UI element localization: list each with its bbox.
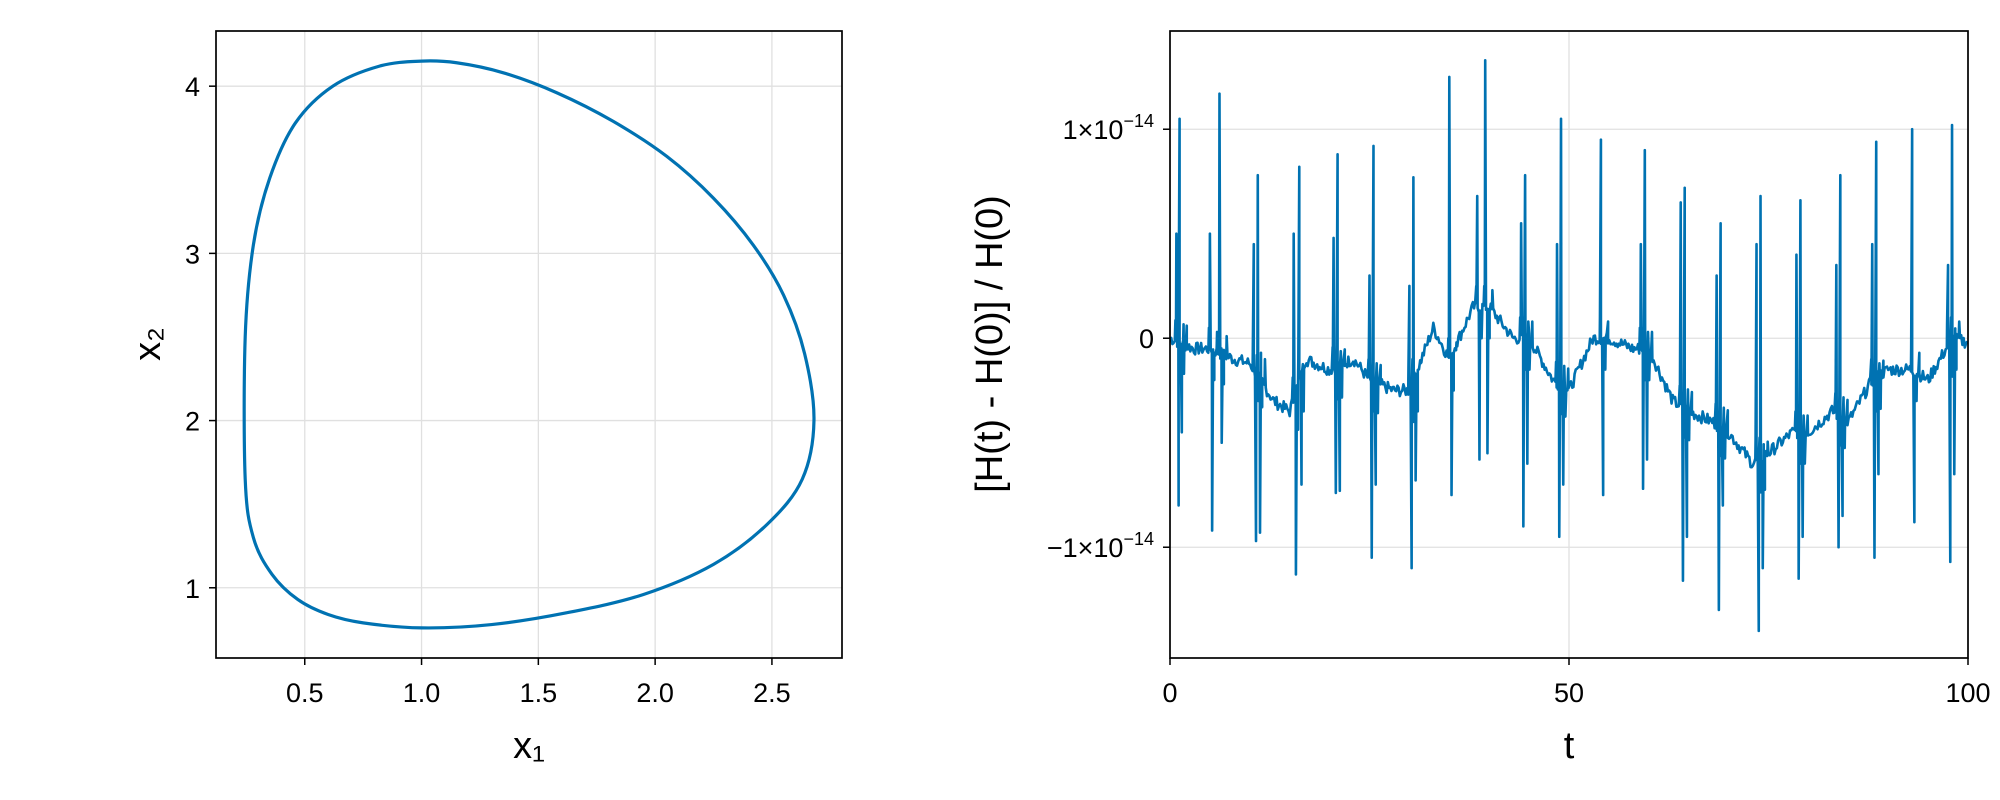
energy-plot-ylabel: [H(t) - H(0)] / H(0) [969,195,1011,493]
phase-plot-frame [215,30,843,659]
phase-plot-grid [216,31,842,658]
energy-xtick-label: 50 [1554,678,1584,708]
energy-error-line [1170,58,1968,633]
energy-ytick-label: −1×10−14 [1047,529,1154,563]
phase-plot-panel: 0.5 1.0 1.5 2.0 2.5 1 2 3 4 x₁ x₂ [127,30,843,767]
energy-xtick-label: 0 [1162,678,1177,708]
phase-xtick-label: 1.0 [403,678,441,708]
energy-plot-grid [1169,31,1969,658]
energy-ytick-label: 0 [1139,324,1154,354]
phase-plot-ticks: 0.5 1.0 1.5 2.0 2.5 1 2 3 4 [185,72,791,708]
phase-xtick-label: 0.5 [286,678,324,708]
energy-ytick-mantissa: 0 [1139,324,1154,354]
phase-ytick-label: 2 [185,407,200,437]
energy-ytick-mantissa: 1×10 [1063,115,1124,145]
phase-xtick-label: 1.5 [520,678,558,708]
phase-xtick-label: 2.5 [753,678,791,708]
energy-plot-xlabel: t [1564,725,1575,767]
phase-ytick-label: 1 [185,574,200,604]
phase-ytick-label: 4 [185,72,200,102]
phase-plot-ylabel: x₂ [127,327,169,361]
energy-ytick-label: 1×10−14 [1063,111,1154,145]
phase-trajectory-line [242,59,816,630]
phase-xtick-label: 2.0 [636,678,674,708]
energy-ytick-exponent: −14 [1123,111,1154,131]
phase-ytick-label: 3 [185,239,200,269]
energy-ytick-mantissa: −1×10 [1047,533,1124,563]
energy-ytick-exponent: −14 [1123,529,1154,549]
energy-xtick-label: 100 [1945,678,1990,708]
energy-plot-frame [1169,30,1969,659]
phase-plot-xlabel: x₁ [513,725,545,767]
